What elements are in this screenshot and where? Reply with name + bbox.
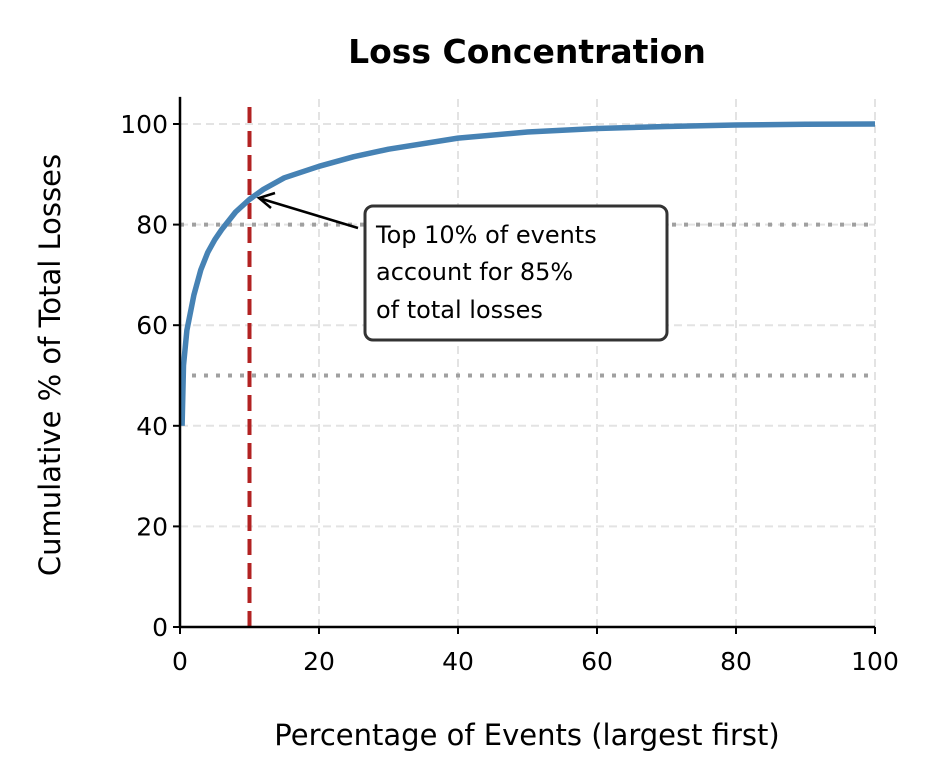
annotation-line-2: account for 85% (376, 258, 573, 286)
annotation-arrow-head (256, 191, 276, 209)
x-axis-label: Percentage of Events (largest first) (274, 718, 779, 752)
x-tick-label: 80 (720, 647, 752, 676)
y-tick-label: 20 (136, 512, 168, 541)
x-tick-label: 0 (172, 647, 188, 676)
x-tick-label: 100 (851, 647, 899, 676)
y-tick-label: 0 (152, 613, 168, 642)
reference-lines (180, 103, 875, 627)
x-tick-label: 60 (581, 647, 613, 676)
axes (173, 96, 876, 634)
tick-labels: 0 20 40 60 80 100 0 20 40 60 80 100 (120, 110, 899, 676)
y-tick-label: 80 (136, 211, 168, 240)
series-line (179, 121, 876, 426)
y-tick-label: 40 (136, 412, 168, 441)
annotation-box (363, 204, 669, 342)
x-tick-label: 40 (442, 647, 474, 676)
y-tick-label: 100 (120, 110, 168, 139)
annotation-line-3: of total losses (376, 296, 543, 324)
y-axis-label: Cumulative % of Total Losses (33, 154, 67, 576)
annotation: Top 10% of events account for 85% of tot… (256, 191, 669, 342)
x-tick-label: 20 (303, 647, 335, 676)
annotation-line-1: Top 10% of events (375, 221, 597, 249)
y-tick-label: 60 (136, 311, 168, 340)
annotation-arrow-line (261, 197, 359, 230)
chart-title: Loss Concentration (348, 32, 706, 71)
